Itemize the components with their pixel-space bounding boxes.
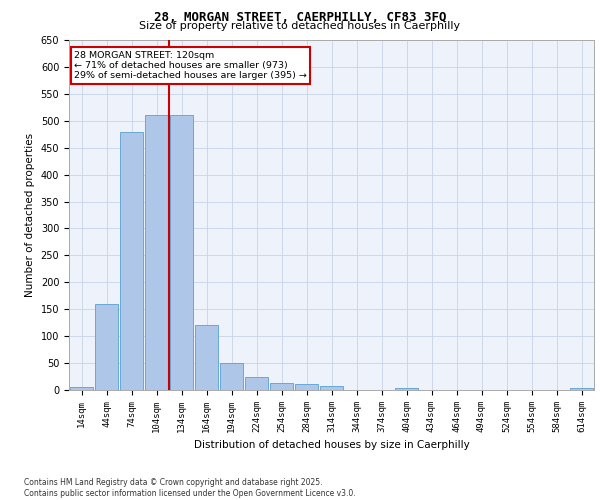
Text: 28 MORGAN STREET: 120sqm
← 71% of detached houses are smaller (973)
29% of semi-: 28 MORGAN STREET: 120sqm ← 71% of detach… xyxy=(74,50,307,80)
X-axis label: Distribution of detached houses by size in Caerphilly: Distribution of detached houses by size … xyxy=(194,440,469,450)
Bar xyxy=(295,384,318,390)
Bar xyxy=(145,116,168,390)
Bar xyxy=(320,386,343,390)
Bar xyxy=(395,388,418,390)
Bar xyxy=(170,116,193,390)
Bar xyxy=(70,388,93,390)
Text: Size of property relative to detached houses in Caerphilly: Size of property relative to detached ho… xyxy=(139,21,461,31)
Text: Contains HM Land Registry data © Crown copyright and database right 2025.
Contai: Contains HM Land Registry data © Crown c… xyxy=(24,478,356,498)
Bar xyxy=(195,326,218,390)
Bar xyxy=(570,388,593,390)
Text: 28, MORGAN STREET, CAERPHILLY, CF83 3FQ: 28, MORGAN STREET, CAERPHILLY, CF83 3FQ xyxy=(154,11,446,24)
Bar xyxy=(270,383,293,390)
Bar xyxy=(220,363,243,390)
Bar xyxy=(245,376,268,390)
Y-axis label: Number of detached properties: Number of detached properties xyxy=(25,133,35,297)
Bar xyxy=(120,132,143,390)
Bar xyxy=(95,304,118,390)
